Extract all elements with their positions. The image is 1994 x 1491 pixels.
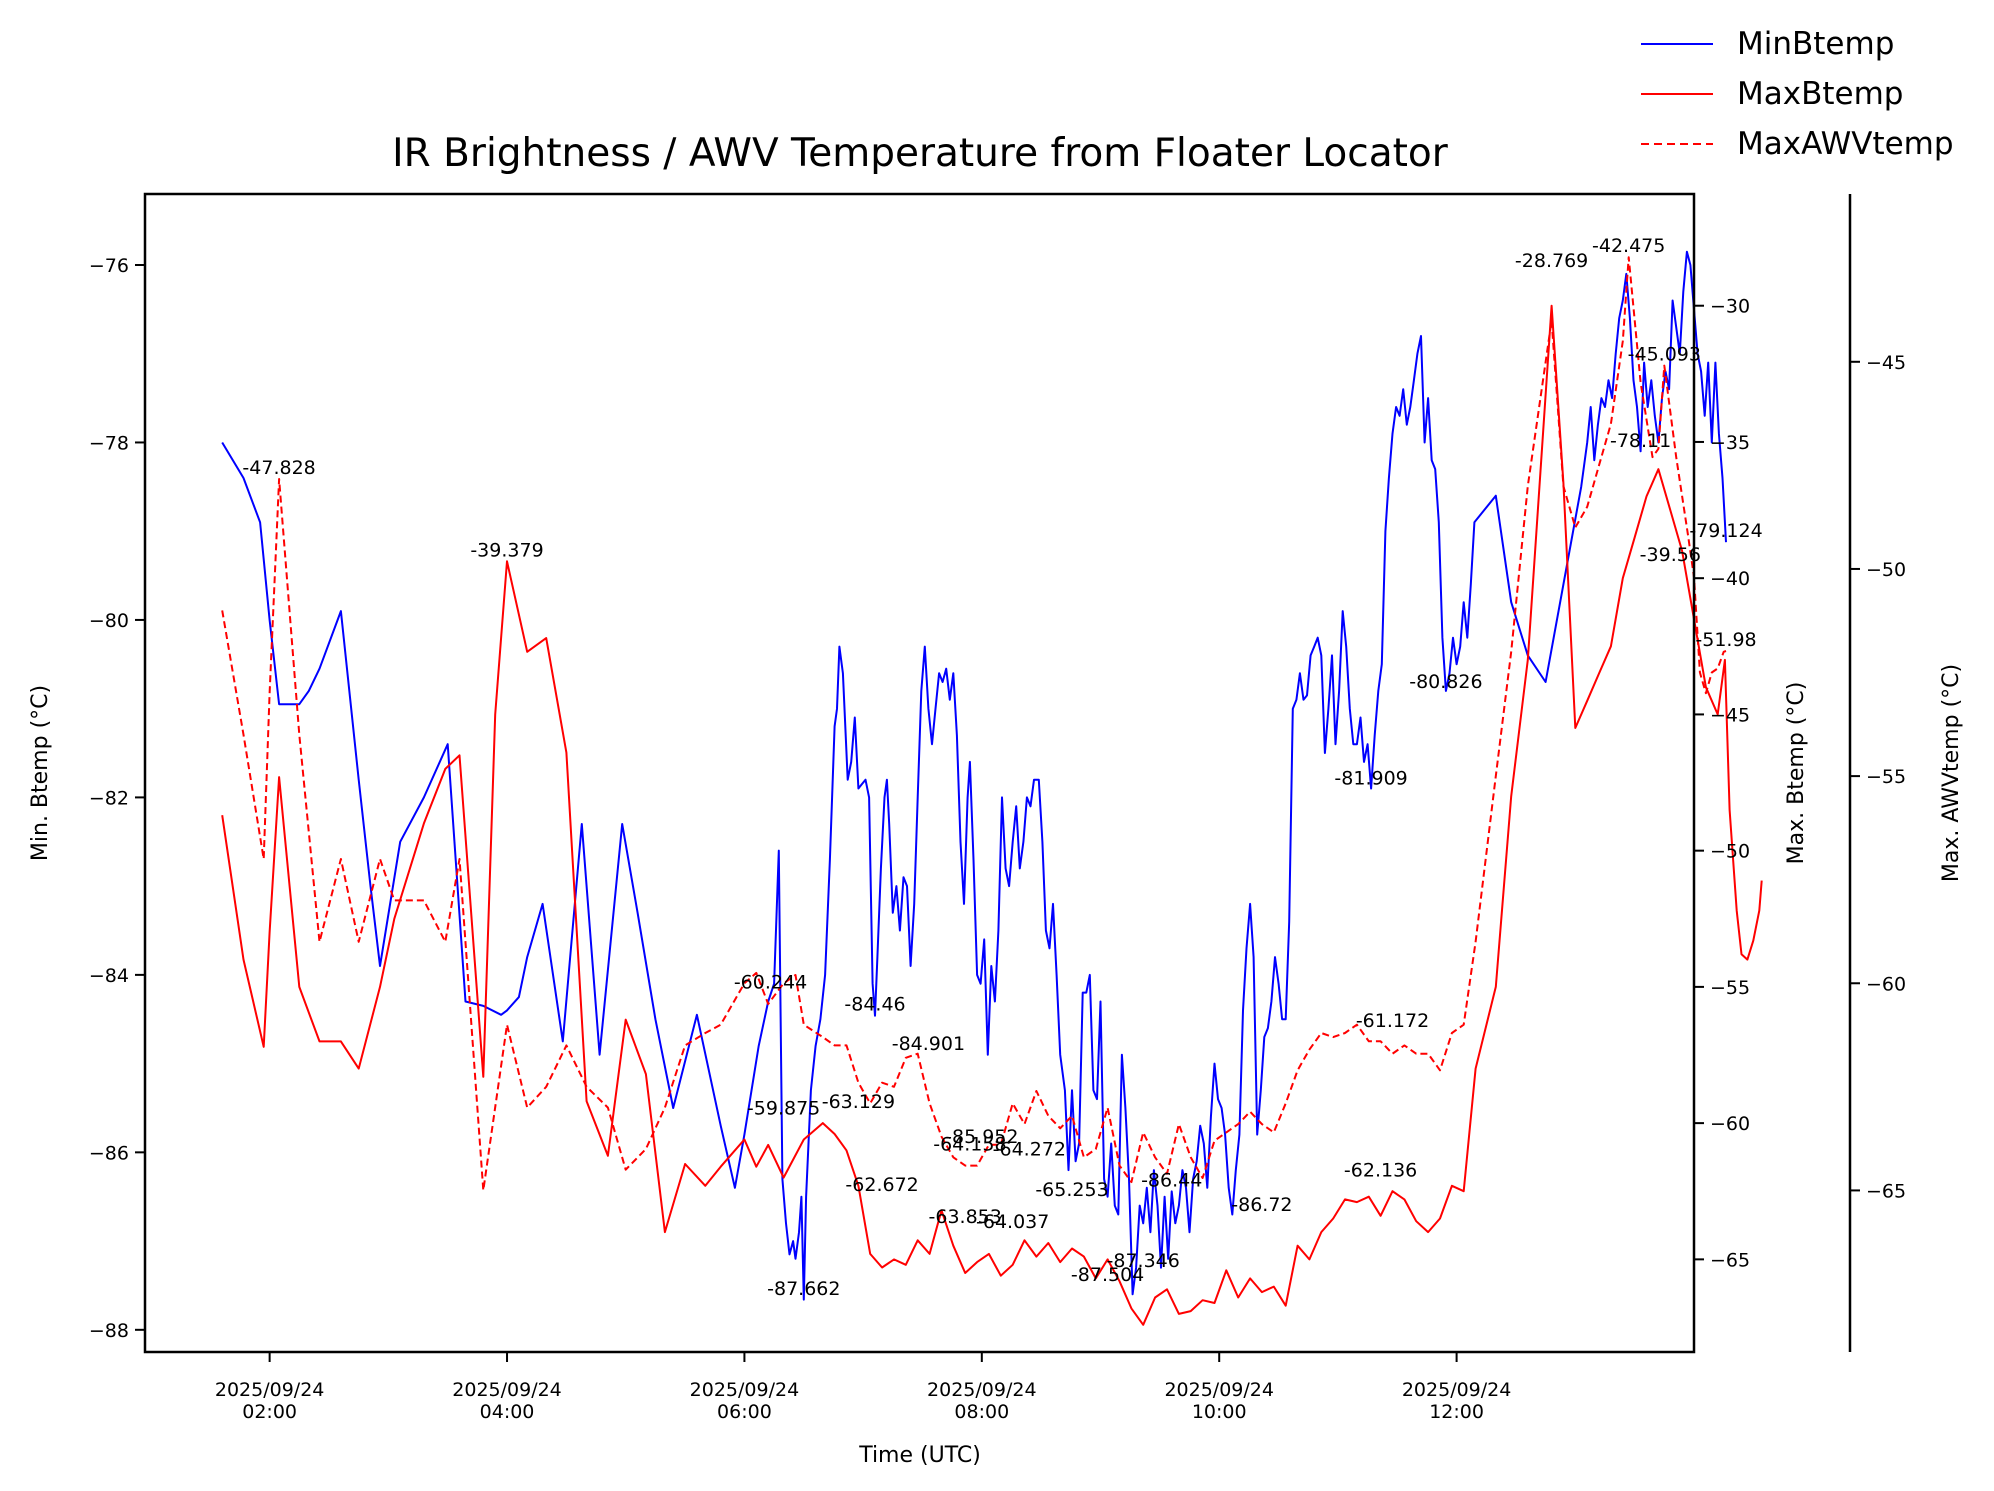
data-label: -65.253 (1035, 1179, 1108, 1201)
data-label: -59.875 (747, 1098, 820, 1120)
x-tick-label-time: 10:00 (1192, 1401, 1247, 1423)
data-label: -87.504 (1071, 1264, 1144, 1286)
y-min-tick-label: −76 (89, 255, 129, 277)
data-label: -87.662 (767, 1278, 840, 1300)
x-tick-label-date: 2025/09/24 (1164, 1379, 1274, 1401)
y-axis-label-min: Min. Btemp (°C) (28, 685, 53, 861)
data-label: -64.272 (993, 1138, 1066, 1160)
data-label: -64.037 (976, 1211, 1049, 1233)
y-axis-label-awv: Max. AWVtemp (°C) (1939, 664, 1964, 882)
data-label: -47.828 (242, 457, 315, 479)
x-tick-label-date: 2025/09/24 (215, 1379, 325, 1401)
y-axis-awv: −65 −60 −55 −50 −45 (1850, 352, 1906, 1202)
y-axis-max: −65 −60 −55 −50 −45 −40 −35 −30 (1694, 296, 1750, 1271)
y-max-tick-label: −55 (1710, 977, 1750, 999)
data-label: -86.72 (1231, 1194, 1292, 1216)
x-axis-label: Time (UTC) (858, 1443, 981, 1468)
data-label: -45.093 (1628, 344, 1701, 366)
x-axis: 2025/09/2402:002025/09/2404:002025/09/24… (215, 1352, 1511, 1423)
y-max-tick-label: −40 (1710, 568, 1750, 590)
data-label: -84.46 (844, 994, 905, 1016)
data-label: -39.56 (1640, 544, 1701, 566)
data-label: -86.44 (1141, 1169, 1202, 1191)
x-tick-label-date: 2025/09/24 (1402, 1379, 1512, 1401)
series-line-maxbtemp (221, 304, 1763, 1326)
data-label: -64.158 (933, 1134, 1006, 1156)
y-min-tick-label: −88 (89, 1320, 129, 1342)
legend-label-maxawvtemp: MaxAWVtemp (1737, 126, 1954, 162)
x-tick-label-date: 2025/09/24 (452, 1379, 562, 1401)
annotations-layer: -47.828 -39.379 -60.244 -84.46 -59.875 -63.12… (242, 235, 1762, 1300)
data-label: -60.244 (734, 971, 807, 993)
data-label: -87.346 (1107, 1250, 1180, 1272)
y-max-tick-label: −50 (1710, 841, 1750, 863)
y-axis-label-max: Max. Btemp (°C) (1784, 682, 1809, 865)
x-tick-label-time: 12:00 (1429, 1401, 1484, 1423)
data-label: -62.672 (845, 1174, 918, 1196)
data-label: -51.98 (1695, 629, 1756, 651)
y-min-tick-label: −82 (89, 787, 129, 809)
x-tick-label-date: 2025/09/24 (690, 1379, 800, 1401)
plot-frame (143, 192, 1696, 1354)
y-awv-tick-label: −60 (1866, 973, 1906, 995)
y-min-tick-label: −84 (89, 965, 129, 987)
legend-label-maxbtemp: MaxBtemp (1737, 76, 1903, 112)
series-line-minbtemp (221, 250, 1727, 1301)
series-layer (221, 250, 1763, 1326)
x-tick-label-time: 06:00 (717, 1401, 772, 1423)
data-label: -78.11 (1610, 430, 1671, 452)
x-tick-label-time: 08:00 (954, 1401, 1009, 1423)
data-label: -39.379 (470, 539, 543, 561)
x-tick-label-date: 2025/09/24 (927, 1379, 1037, 1401)
x-tick-label-time: 02:00 (242, 1401, 297, 1423)
y-awv-tick-label: −45 (1866, 352, 1906, 374)
data-label: -42.475 (1592, 235, 1665, 257)
y-max-tick-label: −65 (1710, 1249, 1750, 1271)
data-label: -61.172 (1356, 1010, 1429, 1032)
data-label: -80.826 (1409, 671, 1482, 693)
y-max-tick-label: −30 (1710, 296, 1750, 318)
data-label: -62.136 (1344, 1159, 1417, 1181)
data-label: -84.901 (892, 1033, 965, 1055)
y-awv-tick-label: −65 (1866, 1180, 1906, 1202)
data-label: -63.853 (929, 1206, 1002, 1228)
data-label: -81.909 (1334, 767, 1407, 789)
data-label: -28.769 (1515, 250, 1588, 272)
legend-label-minbtemp: MinBtemp (1737, 26, 1894, 62)
y-max-tick-label: −35 (1710, 432, 1750, 454)
y-awv-tick-label: −50 (1866, 559, 1906, 581)
y-max-tick-label: −60 (1710, 1113, 1750, 1135)
y-min-tick-label: −78 (89, 432, 129, 454)
chart-title: IR Brightness / AWV Temperature from Flo… (392, 131, 1449, 176)
data-label: -63.129 (822, 1091, 895, 1113)
legend: MinBtemp MaxBtemp MaxAWVtemp (1641, 26, 1954, 162)
x-tick-label-time: 04:00 (480, 1401, 535, 1423)
series-line-maxawvtemp (221, 256, 1727, 1192)
data-label: -85.952 (945, 1126, 1018, 1148)
y-min-tick-label: −80 (89, 610, 129, 632)
y-max-tick-label: −45 (1710, 704, 1750, 726)
y-axis-min: −88 −86 −84 −82 −80 −78 −76 (89, 255, 145, 1342)
data-label: -79.124 (1689, 520, 1762, 542)
y-awv-tick-label: −55 (1866, 766, 1906, 788)
y-min-tick-label: −86 (89, 1142, 129, 1164)
